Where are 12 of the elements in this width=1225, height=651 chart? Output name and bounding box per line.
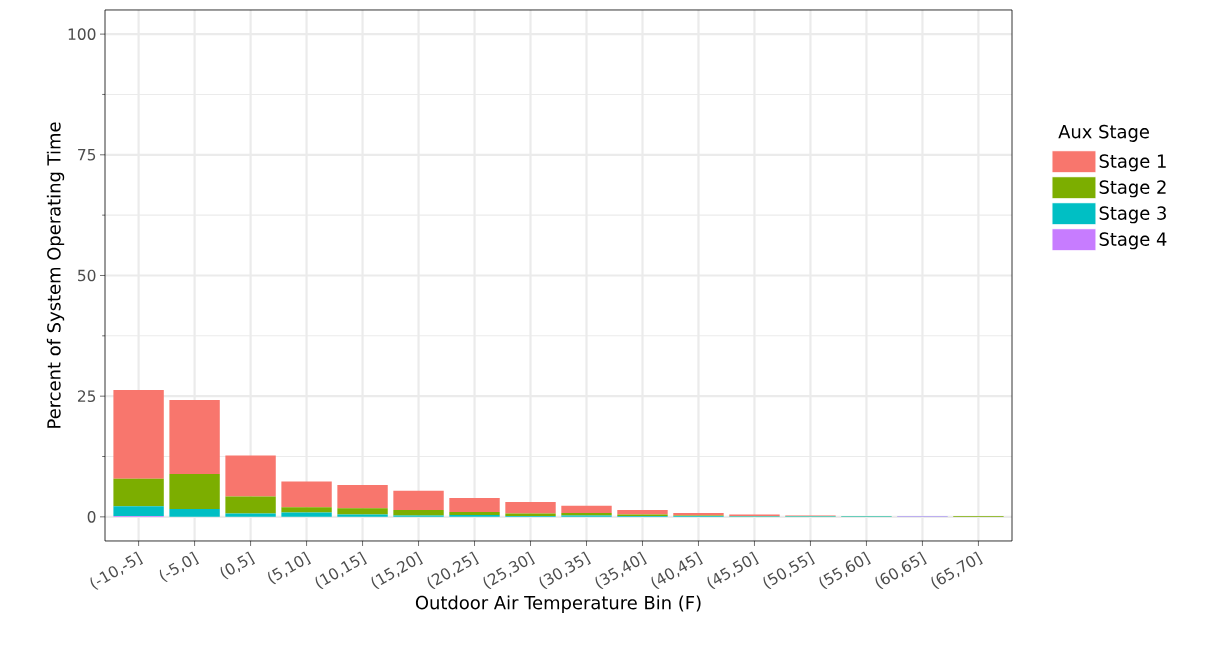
x-axis-title: Outdoor Air Temperature Bin (F) bbox=[415, 595, 701, 613]
y-tick-label: 100 bbox=[68, 28, 96, 40]
y-tick-label: 25 bbox=[77, 390, 96, 403]
legend-label: Stage 3 bbox=[1099, 206, 1166, 224]
legend-label: Stage 1 bbox=[1099, 154, 1166, 172]
y-tick-label: 0 bbox=[87, 511, 96, 523]
y-axis-title: Percent of System Operating Time bbox=[46, 122, 65, 428]
legend-label: Stage 4 bbox=[1099, 232, 1167, 250]
y-tick-label: 50 bbox=[78, 269, 96, 282]
legend-label: Stage 2 bbox=[1099, 180, 1166, 198]
y-tick-label: 75 bbox=[78, 149, 96, 161]
legend-title: Aux Stage bbox=[1058, 124, 1149, 142]
